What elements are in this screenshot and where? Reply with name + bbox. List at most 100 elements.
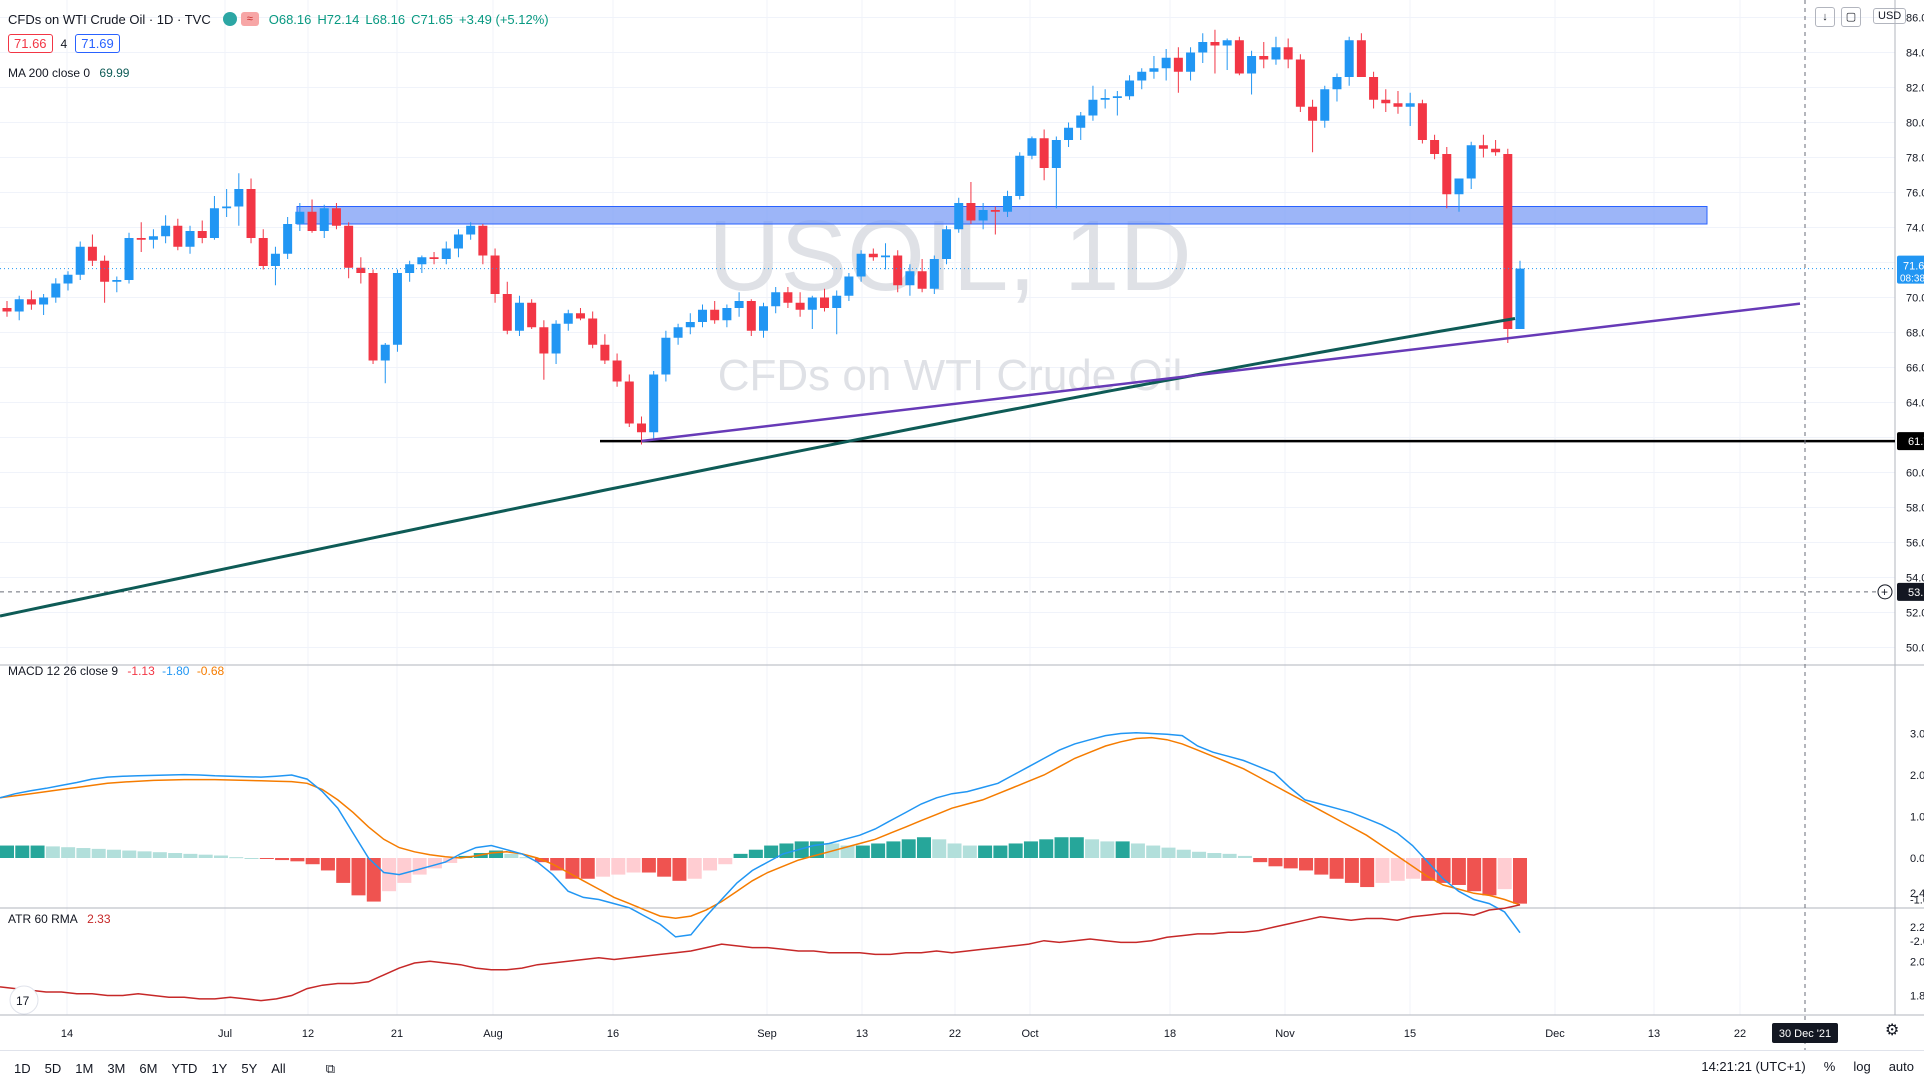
- macd-histogram-bar: [1192, 851, 1207, 858]
- macd-legend[interactable]: MACD 12 26 close 9 -1.13 -1.80 -0.68: [8, 664, 224, 678]
- atr-legend[interactable]: ATR 60 RMA 2.33: [8, 912, 111, 926]
- grid-lines: [0, 0, 1895, 1015]
- candle-body: [1088, 99, 1098, 116]
- candle-body: [161, 225, 171, 237]
- macd-histogram-bar: [1329, 858, 1344, 879]
- clock-time[interactable]: 14:21:21 (UTC+1): [1701, 1059, 1806, 1074]
- candle-body: [1064, 127, 1074, 140]
- macd-histogram-bar: [779, 843, 794, 858]
- range-1y[interactable]: 1Y: [211, 1061, 228, 1076]
- candle-body: [380, 344, 390, 361]
- candle-body: [868, 253, 878, 258]
- atr-legend-value: 2.33: [87, 912, 111, 926]
- macd-histogram-bar: [0, 845, 14, 858]
- macd-histogram-bar: [1146, 845, 1161, 858]
- bottom-toolbar: 1D 5D 1M 3M 6M YTD 1Y 5Y All ⧉ 14:21:21 …: [0, 1050, 1924, 1086]
- macd-histogram-bar: [596, 858, 611, 877]
- ohlc-close: C71.65: [411, 11, 453, 27]
- candle-body: [1295, 59, 1305, 107]
- candle-body: [1149, 68, 1159, 72]
- candle-body: [112, 280, 122, 282]
- macd-histogram-bar: [1130, 843, 1145, 858]
- macd-histogram-bar: [1283, 858, 1298, 869]
- candle-body: [51, 283, 61, 298]
- macd-histogram-bar: [91, 848, 106, 858]
- macd-histogram-bar: [978, 845, 993, 858]
- range-3m[interactable]: 3M: [107, 1061, 126, 1076]
- last-price-tag: [1897, 255, 1924, 284]
- price-axis-tick: 54.00: [1906, 573, 1924, 585]
- range-5d[interactable]: 5D: [44, 1061, 62, 1076]
- currency-selector[interactable]: USD: [1873, 8, 1907, 24]
- range-ytd[interactable]: YTD: [171, 1061, 198, 1076]
- macd-histogram-bar: [641, 858, 656, 873]
- candle-body: [295, 211, 305, 224]
- price-axis-tick: 64.00: [1906, 398, 1924, 410]
- macd-histogram-bar: [611, 858, 626, 875]
- range-all[interactable]: All: [271, 1061, 286, 1076]
- macd-histogram-bar: [336, 858, 351, 883]
- candle-body: [783, 292, 793, 303]
- macd-histogram-bar: [351, 858, 366, 896]
- log-toggle[interactable]: log: [1853, 1059, 1871, 1074]
- macd-histogram-bar: [626, 858, 641, 873]
- trend-line: [641, 302, 1801, 443]
- fullscreen-icon[interactable]: ▢: [1841, 7, 1861, 27]
- macd-histogram-bar: [275, 858, 290, 861]
- atr-legend-name: ATR 60 RMA: [8, 912, 78, 926]
- range-6m[interactable]: 6M: [139, 1061, 158, 1076]
- macd-histogram-bar: [1497, 858, 1512, 890]
- candle-body: [624, 381, 634, 424]
- ma-legend[interactable]: MA 200 close 0 69.99: [8, 66, 129, 80]
- percent-toggle[interactable]: %: [1823, 1059, 1836, 1074]
- download-icon[interactable]: ↓: [1815, 7, 1835, 27]
- candle-body: [1173, 57, 1183, 72]
- macd-histogram-bar: [733, 853, 748, 858]
- candle-body: [417, 257, 427, 265]
- candle-body: [1027, 138, 1037, 156]
- macd-histogram-bar: [1207, 853, 1222, 858]
- macd-histogram-bar: [152, 852, 167, 858]
- candle-body: [356, 267, 366, 273]
- date-range-icon[interactable]: ⧉: [325, 1060, 335, 1076]
- macd-axis-tick: 0.00: [1910, 853, 1924, 865]
- symbol-title[interactable]: CFDs on WTI Crude Oil · 1D · TVC: [8, 11, 211, 27]
- macd-histogram-bar: [1268, 858, 1283, 867]
- ohlc-open: O68.16: [268, 11, 312, 27]
- candle-body: [978, 210, 988, 221]
- candle-body: [551, 323, 561, 354]
- macd-histogram-bar: [30, 845, 45, 858]
- candle-body: [1466, 145, 1476, 179]
- data-problem-icon[interactable]: ≈: [240, 12, 259, 26]
- range-1m[interactable]: 1M: [75, 1061, 94, 1076]
- range-5y[interactable]: 5Y: [241, 1061, 258, 1076]
- macd-histogram-bar: [1023, 841, 1038, 858]
- macd-histogram-bar: [687, 858, 702, 879]
- macd-histogram-bar: [794, 841, 809, 858]
- candle-body: [1430, 140, 1440, 154]
- candles: [2, 29, 1525, 445]
- price-axis-tick: 82.00: [1906, 83, 1924, 95]
- macd-histogram-bar: [657, 858, 672, 877]
- time-axis-tick: Jul: [218, 1028, 232, 1040]
- macd-histogram-bar: [1237, 855, 1252, 858]
- candle-body: [1234, 40, 1244, 74]
- range-1d[interactable]: 1D: [14, 1061, 31, 1076]
- candle-body: [234, 189, 244, 207]
- macd-histogram-bar: [718, 858, 733, 865]
- candle-body: [697, 309, 707, 322]
- support-price-tag: [1897, 432, 1924, 451]
- spread-value: 4: [60, 36, 68, 51]
- candle-body: [734, 301, 744, 308]
- auto-toggle[interactable]: auto: [1888, 1059, 1914, 1074]
- candle-body: [1210, 42, 1220, 46]
- last-price-label: 71.65: [1903, 261, 1924, 273]
- settings-gear-icon[interactable]: ⚙: [1885, 1022, 1900, 1039]
- macd-histogram-bar: [1360, 858, 1375, 888]
- macd-histogram-bar: [320, 858, 335, 871]
- sell-button[interactable]: 71.66: [8, 34, 53, 53]
- buy-button[interactable]: 71.69: [75, 34, 120, 53]
- candle-body: [124, 238, 134, 280]
- candle-body: [1039, 138, 1049, 168]
